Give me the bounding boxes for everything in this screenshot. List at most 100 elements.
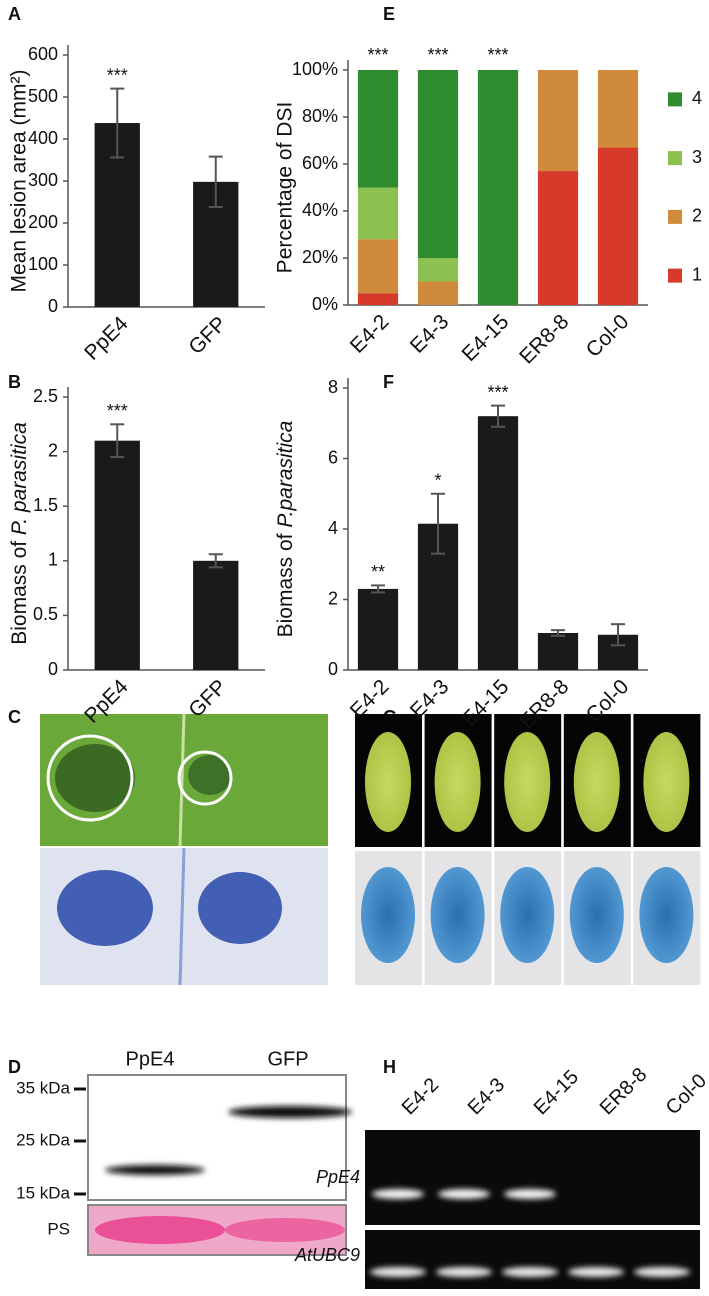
- band: [634, 1267, 690, 1277]
- y-tick-label: 0%: [312, 294, 338, 314]
- panel-label: C: [8, 707, 21, 727]
- lane-label: GFP: [267, 1048, 308, 1070]
- y-axis-label: Biomass of P.parasitica: [274, 421, 297, 638]
- leaf: [504, 732, 551, 832]
- y-axis-label: Percentage of DSI: [274, 102, 297, 274]
- y-tick-label: 600: [28, 44, 58, 64]
- leaf: [361, 867, 415, 963]
- bar-segment: [537, 171, 579, 305]
- bar-segment: [477, 70, 519, 305]
- leaf: [643, 732, 690, 832]
- significance: ***: [487, 382, 508, 402]
- bar: [477, 416, 519, 670]
- y-tick-label: 6: [328, 447, 338, 467]
- legend-swatch: [668, 92, 682, 107]
- y-tick-label: 500: [28, 86, 58, 106]
- legend-label: 4: [692, 88, 702, 108]
- lane-label: E4-2: [398, 1074, 443, 1119]
- bar-segment: [417, 70, 459, 258]
- leaf: [639, 867, 694, 963]
- panel-label: B: [8, 372, 21, 392]
- y-tick-label: 4: [328, 518, 338, 538]
- y-tick-label: 2: [48, 440, 58, 460]
- y-tick-label: 0: [328, 659, 338, 679]
- y-tick-label: 300: [28, 170, 58, 190]
- significance: ***: [427, 45, 448, 65]
- x-tick-label: E4-15: [458, 310, 514, 366]
- lane-label: PpE4: [126, 1048, 175, 1070]
- y-tick-label: 2: [328, 588, 338, 608]
- pcr-gel: [365, 1130, 700, 1289]
- bar: [537, 632, 579, 670]
- bar-segment: [357, 187, 399, 240]
- x-tick-label: ER8-8: [515, 310, 573, 368]
- leaf: [365, 732, 411, 832]
- y-axis-label-part: Biomass of: [8, 535, 31, 645]
- lane-label: E4-3: [464, 1074, 509, 1119]
- significance: ***: [107, 65, 128, 85]
- panel-label: A: [8, 4, 21, 24]
- y-tick-label: 2.5: [33, 386, 58, 406]
- band: [504, 1189, 556, 1199]
- photo-leaves: [355, 714, 701, 985]
- bar: [357, 588, 399, 670]
- leaf: [434, 732, 481, 832]
- y-tick-label: 100%: [292, 59, 338, 79]
- bar-segment: [357, 293, 399, 305]
- band: [438, 1189, 490, 1199]
- band: [436, 1267, 492, 1277]
- legend-label: 3: [692, 147, 702, 167]
- bar-segment: [537, 70, 579, 172]
- band: [502, 1267, 558, 1277]
- y-tick-label: 80%: [302, 106, 338, 126]
- legend-swatch: [668, 268, 682, 283]
- leaf: [430, 867, 485, 963]
- significance: ***: [107, 401, 128, 421]
- bar-segment: [597, 70, 639, 148]
- y-axis-label-part: P. parasitica: [8, 422, 31, 535]
- gene-label: PpE4: [316, 1167, 360, 1187]
- band: [568, 1267, 624, 1277]
- y-axis-label: Biomass of P. parasitica: [8, 422, 31, 645]
- bar-segment: [357, 70, 399, 188]
- significance: *: [434, 471, 441, 491]
- y-tick-label: 60%: [302, 153, 338, 173]
- western-blot: [74, 1074, 352, 1256]
- x-tick-label: E4-2: [346, 310, 394, 358]
- panel-label: H: [383, 1057, 396, 1077]
- leaf: [569, 867, 624, 963]
- marker-label: 35 kDa: [16, 1078, 70, 1097]
- y-tick-label: 0: [48, 296, 58, 316]
- significance: ***: [487, 45, 508, 65]
- legend-label: 2: [692, 206, 702, 226]
- x-tick-label: PpE4: [80, 312, 133, 365]
- y-tick-label: 400: [28, 128, 58, 148]
- y-tick-label: 100: [28, 254, 58, 274]
- bar-segment: [417, 258, 459, 282]
- legend-label: 1: [692, 264, 702, 284]
- lane-label: ER8-8: [596, 1064, 652, 1120]
- x-tick-label: E4-3: [406, 310, 454, 358]
- y-tick-label: 8: [328, 377, 338, 397]
- y-tick-label: 0.5: [33, 604, 58, 624]
- bar: [193, 560, 239, 670]
- legend-swatch: [668, 151, 682, 166]
- gene-label: AtUBC9: [294, 1245, 360, 1265]
- bar-segment: [597, 147, 639, 305]
- photo-leaf: [40, 713, 328, 986]
- x-tick-label: Col-0: [582, 310, 634, 362]
- y-tick-label: 1.5: [33, 495, 58, 515]
- bar-segment: [357, 239, 399, 294]
- band: [370, 1267, 426, 1277]
- significance: ***: [367, 45, 388, 65]
- marker-label: 25 kDa: [16, 1130, 70, 1149]
- panel-label: F: [383, 372, 394, 392]
- lane-label: Col-0: [662, 1070, 709, 1119]
- legend-swatch: [668, 209, 682, 224]
- y-tick-label: 20%: [302, 247, 338, 267]
- y-tick-label: 40%: [302, 200, 338, 220]
- y-tick-label: 200: [28, 212, 58, 232]
- significance: **: [371, 562, 385, 582]
- lane-label: E4-15: [530, 1066, 583, 1119]
